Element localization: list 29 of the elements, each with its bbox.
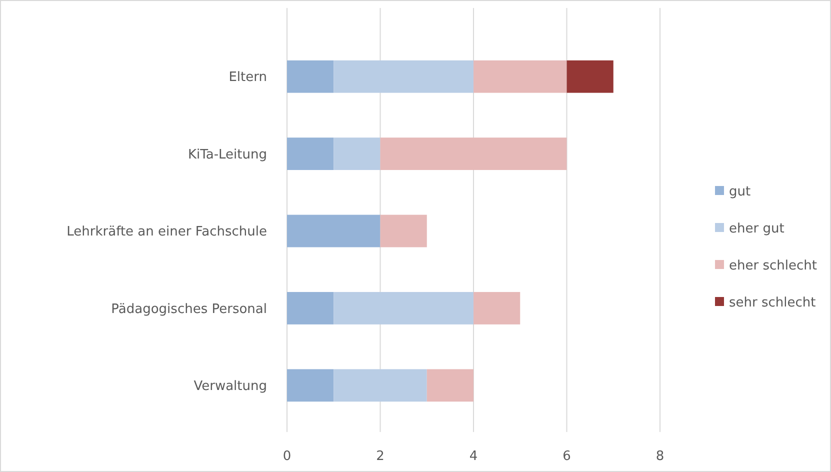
y-tick-label: Eltern	[228, 70, 267, 86]
bar	[426, 369, 474, 402]
legend-label: eher gut	[729, 222, 784, 237]
bar	[334, 369, 427, 402]
y-tick-label: Pädagogisches Personal	[111, 302, 267, 317]
y-tick-label: Lehrkräfte an einer Fachschule	[66, 224, 267, 240]
bar	[334, 60, 474, 93]
bar	[287, 60, 334, 93]
bar	[380, 138, 567, 170]
y-tick-label: KiTa-Leitung	[188, 147, 267, 162]
bar	[474, 292, 520, 324]
bar	[566, 60, 614, 93]
legend-label: gut	[729, 184, 751, 200]
x-tick-label: 8	[656, 449, 664, 464]
bar	[287, 369, 334, 402]
bar	[474, 60, 567, 93]
bar	[334, 292, 474, 324]
x-tick-label: 6	[562, 449, 571, 464]
legend-label: eher schlecht	[729, 258, 817, 274]
legend-label: sehr schlecht	[729, 296, 816, 311]
bar	[287, 292, 334, 324]
bar	[334, 138, 380, 170]
bar	[380, 214, 427, 248]
y-tick-label: Verwaltung	[194, 378, 267, 394]
x-tick-label: 2	[376, 449, 384, 464]
x-tick-label: 0	[282, 449, 292, 464]
bar	[287, 138, 334, 170]
bar	[287, 214, 380, 248]
x-tick-label: 4	[469, 449, 478, 464]
